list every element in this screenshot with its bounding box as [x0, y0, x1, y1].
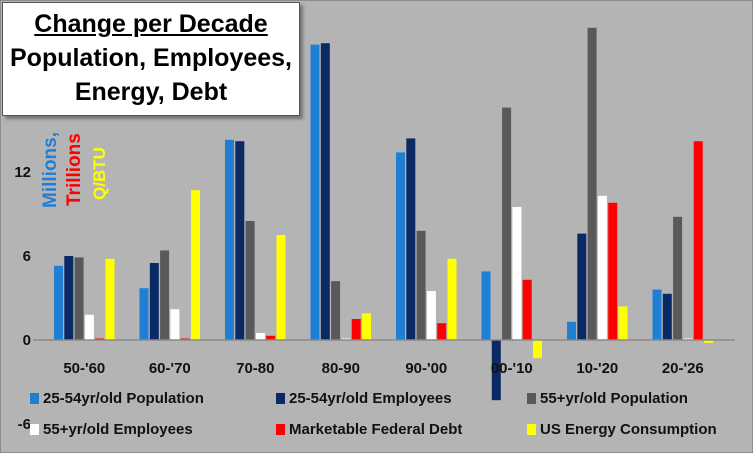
bar-1-50-'60	[54, 265, 63, 340]
bar-1-00-'10	[481, 271, 491, 340]
bar-1-90-'00	[396, 152, 405, 340]
legend-swatch	[276, 393, 285, 404]
bar-6-70-80	[276, 235, 286, 340]
bar-3-60-'70	[160, 250, 170, 340]
legend-swatch	[30, 424, 39, 435]
bar-5-10-'20	[608, 202, 618, 340]
legend-swatch	[276, 424, 285, 435]
chart-title-box: Change per Decade Population, Employees,…	[2, 2, 300, 116]
bar-6-20-'26	[704, 340, 713, 343]
bar-6-60-'70	[191, 190, 200, 340]
bar-3-20-'26	[673, 216, 683, 340]
y-tick-label: -6	[18, 416, 31, 433]
bar-4-50-'60	[84, 314, 94, 340]
legend-label: 55+yr/old Population	[540, 390, 688, 407]
legend-label: US Energy Consumption	[540, 421, 717, 438]
chart-title-line-2: Population, Employees,	[10, 44, 292, 72]
legend-label: 25-54yr/old Population	[43, 390, 204, 407]
bar-2-70-80	[235, 141, 245, 340]
bar-3-90-'00	[416, 230, 426, 340]
y-tick-label: 0	[23, 332, 31, 349]
bar-6-00-'10	[533, 340, 542, 359]
x-category-label: 90-'00	[405, 360, 447, 377]
bar-1-20-'26	[652, 289, 662, 340]
x-category-label: 20-'26	[662, 360, 704, 377]
x-category-label: 60-'70	[149, 360, 191, 377]
x-category-label: 80-90	[322, 360, 360, 377]
x-category-label: 00-'10	[491, 360, 533, 377]
legend-label: 25-54yr/old Employees	[289, 390, 452, 407]
bar-2-00-'10	[491, 340, 501, 401]
bar-2-60-'70	[149, 263, 159, 340]
legend-label: Marketable Federal Debt	[289, 421, 462, 438]
bar-5-20-'26	[693, 141, 703, 340]
legend-label: 55+yr/old Employees	[43, 421, 193, 438]
bar-4-00-'10	[512, 207, 522, 340]
bar-1-10-'20	[567, 321, 576, 340]
bar-3-80-90	[331, 281, 341, 340]
bar-3-50-'60	[74, 257, 84, 340]
unit-label-trillions: Trillions	[64, 133, 85, 206]
chart-title-line-1: Change per Decade	[34, 10, 268, 38]
x-category-label: 70-80	[236, 360, 274, 377]
legend: 25-54yr/old Population 25-54yr/old Employ…	[30, 390, 717, 438]
legend-swatch	[30, 393, 39, 404]
bar-6-90-'00	[447, 258, 457, 340]
bar-1-60-'70	[139, 288, 149, 340]
bar-2-50-'60	[64, 256, 74, 340]
x-category-label: 10-'20	[576, 360, 618, 377]
unit-label-qbtu: Q/BTU	[90, 147, 109, 200]
bar-6-80-90	[362, 313, 371, 340]
bar-2-90-'00	[406, 138, 416, 340]
bar-4-90-'00	[426, 291, 436, 340]
bar-4-10-'20	[597, 195, 607, 340]
unit-label-millions: Millions,	[40, 132, 61, 208]
bar-5-80-90	[351, 319, 361, 340]
bar-5-70-80	[266, 335, 276, 340]
bar-5-00-'10	[522, 279, 532, 340]
chart-title-line-3: Energy, Debt	[74, 78, 228, 106]
y-tick-labels: -6 0 6 12	[14, 164, 31, 433]
bars-layer	[54, 27, 713, 401]
bar-5-90-'00	[437, 323, 447, 340]
bar-6-50-'60	[105, 258, 115, 340]
bar-4-70-80	[255, 333, 265, 340]
x-category-labels: 50-'60 60-'70 70-80 80-90 90-'00 00-'10 10-'20…	[63, 360, 703, 377]
x-category-label: 50-'60	[63, 360, 105, 377]
legend-swatch	[527, 424, 536, 435]
bar-2-80-90	[320, 43, 330, 340]
bar-2-10-'20	[577, 233, 587, 340]
bar-6-10-'20	[618, 306, 628, 340]
bar-1-70-80	[225, 139, 234, 340]
y-tick-label: 12	[14, 164, 31, 181]
bar-2-20-'26	[662, 293, 672, 340]
bar-1-80-90	[310, 44, 320, 340]
bar-3-10-'20	[587, 27, 597, 341]
bar-3-70-80	[245, 221, 255, 340]
bar-4-60-'70	[170, 309, 180, 340]
y-tick-label: 6	[23, 248, 31, 265]
bar-3-00-'10	[502, 107, 512, 340]
legend-swatch	[527, 393, 536, 404]
